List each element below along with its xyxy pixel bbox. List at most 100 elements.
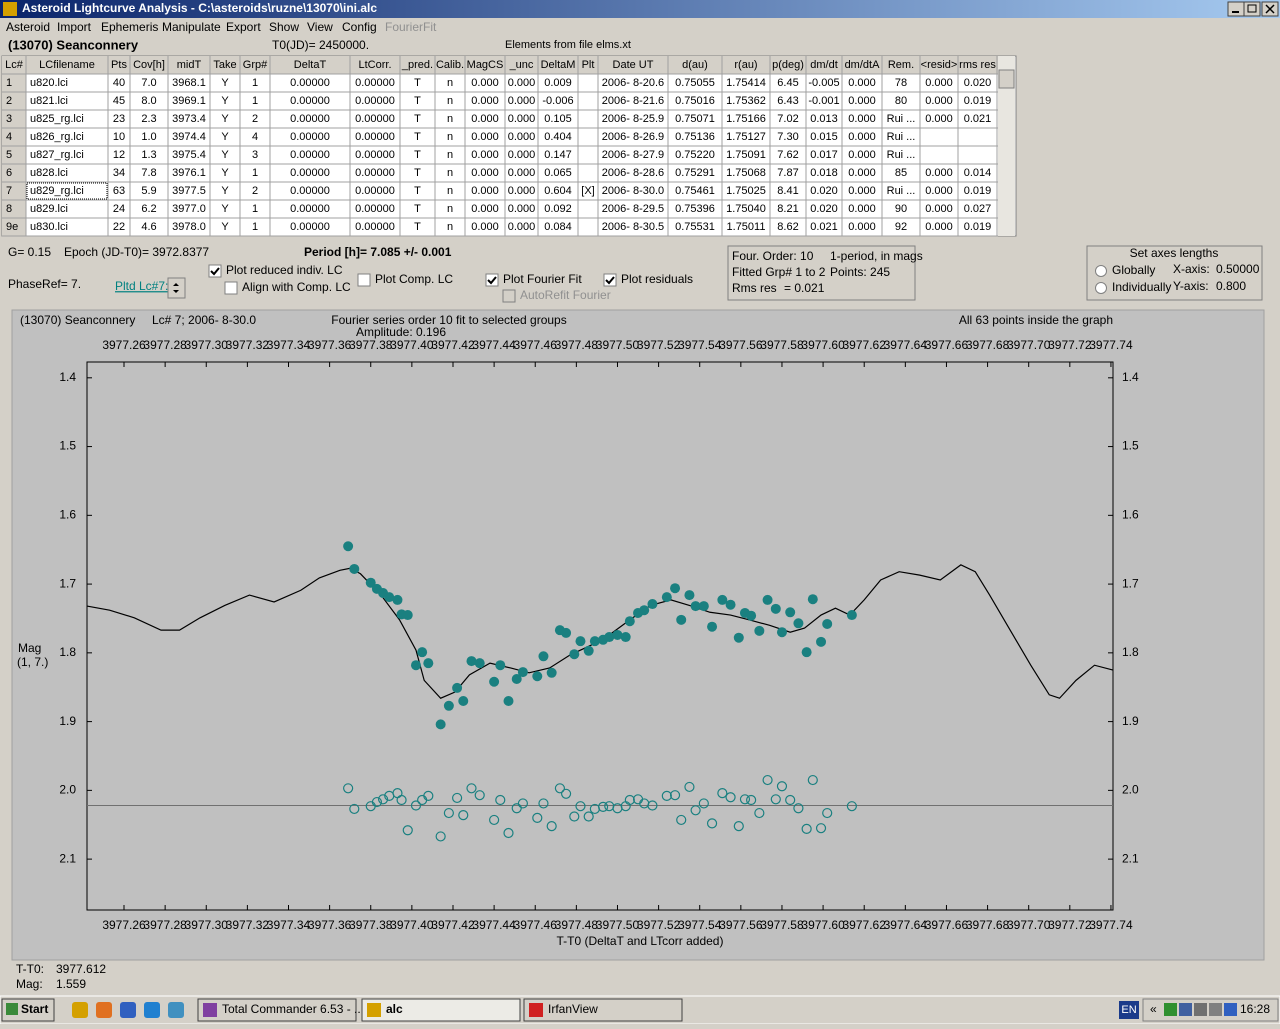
table-cell[interactable]: n xyxy=(447,185,453,197)
table-cell[interactable]: 4.6 xyxy=(141,221,156,233)
table-cell[interactable]: 0.000 xyxy=(471,113,499,125)
checkbox[interactable] xyxy=(224,281,238,295)
table-cell[interactable]: 0.000 xyxy=(508,185,536,197)
table-cell[interactable]: 0.014 xyxy=(964,167,992,179)
table-cell[interactable]: 0.000 xyxy=(471,221,499,233)
task-label[interactable]: IrfanView xyxy=(548,1002,598,1016)
table-cell[interactable]: 3978.0 xyxy=(172,221,206,233)
table-cell[interactable]: 34 xyxy=(113,167,125,179)
table-cell[interactable]: 5.9 xyxy=(141,185,156,197)
table-cell[interactable]: Y xyxy=(221,185,229,197)
table-cell[interactable]: 1 xyxy=(6,77,12,89)
start-label[interactable]: Start xyxy=(21,1002,48,1016)
table-cell[interactable]: u821.lci xyxy=(30,95,68,107)
table-cell[interactable]: 7.02 xyxy=(777,113,798,125)
table-cell[interactable]: 3977.0 xyxy=(172,203,206,215)
table-cell[interactable]: 0.00000 xyxy=(290,203,330,215)
table-cell[interactable]: 0.000 xyxy=(508,131,536,143)
table-cell[interactable]: Rui ... xyxy=(887,113,916,125)
table-cell[interactable]: 0.000 xyxy=(848,185,876,197)
quick-launch-icon[interactable] xyxy=(96,1002,112,1018)
table-cell[interactable]: 3973.4 xyxy=(172,113,206,125)
table-cell[interactable]: 3976.1 xyxy=(172,167,206,179)
table-cell[interactable]: 0.00000 xyxy=(355,95,395,107)
column-header[interactable]: dm/dtA xyxy=(845,59,881,71)
table-cell[interactable]: 0.000 xyxy=(848,113,876,125)
table-cell[interactable]: 2.3 xyxy=(141,113,156,125)
table-cell[interactable]: 0.00000 xyxy=(290,149,330,161)
table-cell[interactable]: 1.75166 xyxy=(726,113,766,125)
table-cell[interactable]: T xyxy=(414,113,421,125)
table-cell[interactable]: 4 xyxy=(6,131,12,143)
column-header[interactable]: DeltaT xyxy=(294,59,327,71)
table-cell[interactable]: T xyxy=(414,149,421,161)
table-cell[interactable]: 0.019 xyxy=(964,185,992,197)
task-label[interactable]: Total Commander 6.53 - ... xyxy=(222,1002,364,1016)
column-header[interactable]: LtCorr. xyxy=(358,59,391,71)
table-cell[interactable]: 5 xyxy=(6,149,12,161)
table-cell[interactable]: 0.000 xyxy=(508,149,536,161)
table-cell[interactable]: 0.000 xyxy=(471,95,499,107)
table-cell[interactable]: 0.020 xyxy=(810,203,838,215)
table-cell[interactable]: 0.00000 xyxy=(290,185,330,197)
table-cell[interactable]: Rui ... xyxy=(887,131,916,143)
plotted-lc-link[interactable]: Pltd Lc#7: xyxy=(115,279,168,293)
table-cell[interactable]: 2006- 8-20.6 xyxy=(602,77,664,89)
quick-launch-icon[interactable] xyxy=(72,1002,88,1018)
table-cell[interactable]: 3 xyxy=(6,113,12,125)
table-cell[interactable]: 2006- 8-25.9 xyxy=(602,113,664,125)
table-cell[interactable]: 6.43 xyxy=(777,95,798,107)
column-header[interactable]: DeltaM xyxy=(541,59,576,71)
table-cell[interactable]: 1.0 xyxy=(141,131,156,143)
table-cell[interactable]: 0.00000 xyxy=(355,167,395,179)
table-cell[interactable]: 0.00000 xyxy=(355,203,395,215)
task-button[interactable] xyxy=(523,998,683,1022)
table-cell[interactable]: 0.00000 xyxy=(355,77,395,89)
column-header[interactable]: Cov[h] xyxy=(133,59,165,71)
table-cell[interactable]: 7.8 xyxy=(141,167,156,179)
table-cell[interactable]: 80 xyxy=(895,95,907,107)
table-cell[interactable]: -0.001 xyxy=(808,95,839,107)
task-button[interactable] xyxy=(197,998,357,1022)
column-header[interactable]: Rem. xyxy=(888,59,914,71)
tray-chevron[interactable]: « xyxy=(1150,1002,1157,1016)
table-cell[interactable]: 2006- 8-27.9 xyxy=(602,149,664,161)
checkbox-label[interactable]: Plot Comp. LC xyxy=(375,272,453,286)
tray-icon[interactable] xyxy=(1194,1003,1207,1016)
checkbox[interactable] xyxy=(603,273,617,287)
table-cell[interactable]: 0.000 xyxy=(471,149,499,161)
table-cell[interactable]: 0.000 xyxy=(508,77,536,89)
table-cell[interactable]: 0.000 xyxy=(848,95,876,107)
table-cell[interactable]: T xyxy=(414,167,421,179)
table-cell[interactable]: 10 xyxy=(113,131,125,143)
quick-launch-icon[interactable] xyxy=(144,1002,160,1018)
table-cell[interactable]: 45 xyxy=(113,95,125,107)
checkbox-label[interactable]: Plot reduced indiv. LC xyxy=(226,263,343,277)
table-cell[interactable]: 3969.1 xyxy=(172,95,206,107)
table-cell[interactable]: 1 xyxy=(252,221,258,233)
maximize-button[interactable] xyxy=(1243,1,1261,17)
table-cell[interactable]: 63 xyxy=(113,185,125,197)
table-cell[interactable]: 8 xyxy=(6,203,12,215)
table-cell[interactable]: 7.62 xyxy=(777,149,798,161)
table-cell[interactable]: 0.75016 xyxy=(675,95,715,107)
table-cell[interactable]: u820.lci xyxy=(30,77,68,89)
table-cell[interactable]: Rui ... xyxy=(887,185,916,197)
lang[interactable]: EN xyxy=(1121,1004,1136,1016)
table-cell[interactable]: u826_rg.lci xyxy=(30,131,84,143)
table-cell[interactable]: 40 xyxy=(113,77,125,89)
column-header[interactable]: Take xyxy=(213,59,236,71)
table-cell[interactable]: 0.000 xyxy=(848,77,876,89)
table-cell[interactable]: 23 xyxy=(113,113,125,125)
table-cell[interactable]: 0.000 xyxy=(848,221,876,233)
table-cell[interactable]: 1.75414 xyxy=(726,77,766,89)
checkbox-label[interactable]: Align with Comp. LC xyxy=(242,280,351,294)
table-cell[interactable]: n xyxy=(447,131,453,143)
table-cell[interactable]: 0.000 xyxy=(925,95,953,107)
table-cell[interactable]: 0.00000 xyxy=(290,131,330,143)
checkbox-label[interactable]: Plot residuals xyxy=(621,272,693,286)
column-header[interactable]: dm/dt xyxy=(810,59,838,71)
table-cell[interactable]: 0.000 xyxy=(848,131,876,143)
table-cell[interactable]: 92 xyxy=(895,221,907,233)
tray-icon[interactable] xyxy=(1224,1003,1237,1016)
